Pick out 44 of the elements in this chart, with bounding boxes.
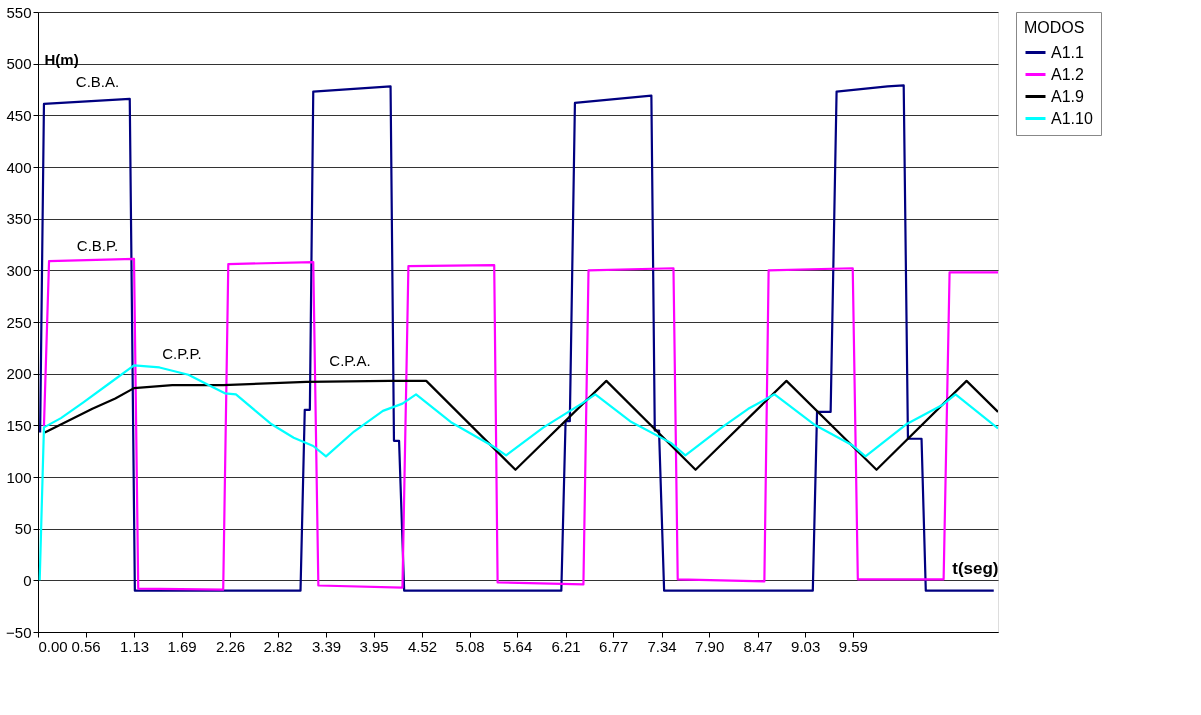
x-tick-label: 8.47 [743,637,773,655]
x-tick-label: 7.90 [695,637,725,655]
annotation: C.P.A. [329,351,371,369]
x-tick-label: 9.59 [838,637,868,655]
legend-label: A1.2 [1051,65,1085,83]
line-series [43,379,998,471]
y-tick-label: 350 [6,210,32,228]
y-tick-label: 250 [6,313,32,331]
y-tick-label: 150 [6,416,32,434]
y-tick-label: 500 [6,55,32,73]
legend-label: A1.10 [1051,109,1093,127]
x-tick-label: 9.03 [791,637,821,655]
x-tick-label: 5.64 [503,637,533,655]
line-series [42,257,998,591]
annotation: C.P.P. [162,345,202,363]
legend-label: A1.1 [1051,43,1085,61]
y-tick-label: −50 [6,623,32,641]
x-tick-label: 3.39 [311,637,342,655]
y-tick-label: 400 [6,158,32,176]
x-tick-label: 4.52 [407,637,438,655]
y-tick-label: 0 [23,571,32,589]
x-tick-label: 7.34 [647,637,677,655]
legend-label: A1.9 [1051,87,1085,105]
y-tick-label: 200 [6,365,32,383]
x-tick-label: 3.95 [359,637,389,655]
y-tick-label: 50 [14,520,32,538]
x-tick-label: 2.82 [263,637,293,655]
legend-title: MODOS [1024,19,1085,36]
x-tick-label: 0.00 [38,637,68,655]
annotation: C.B.P. [76,236,119,254]
annotation: C.B.A. [75,72,120,90]
x-tick-label: 1.13 [119,637,150,655]
y-tick-label: 300 [6,261,32,279]
x-tick-label: 2.26 [215,637,246,655]
y-tick-label: 450 [6,106,32,124]
x-axis-title: t(seg) [952,558,999,578]
x-tick-label: 6.77 [599,637,629,655]
y-axis-title: H(m) [44,50,79,68]
x-tick-label: 0.56 [71,637,101,655]
x-tick-label: 1.69 [167,637,197,655]
x-tick-label: 6.21 [551,637,581,655]
x-tick-label: 5.08 [455,637,485,655]
y-tick-label: 550 [6,3,32,21]
y-tick-label: 100 [6,468,32,486]
